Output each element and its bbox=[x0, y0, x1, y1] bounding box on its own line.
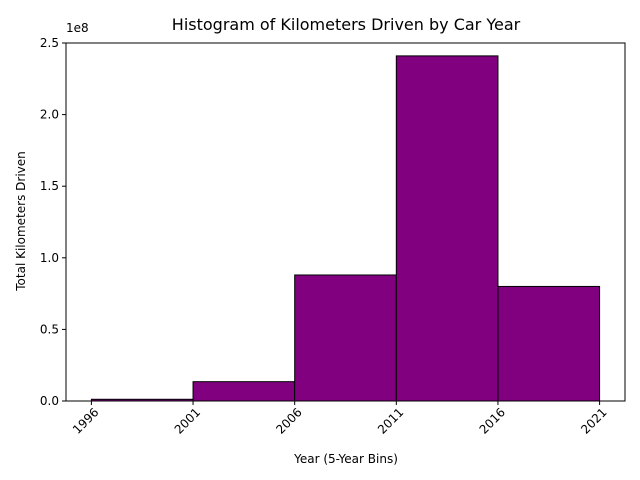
chart-title: Histogram of Kilometers Driven by Car Ye… bbox=[172, 15, 521, 34]
y-tick-label: 0.5 bbox=[40, 322, 59, 336]
x-tick-label: 1996 bbox=[70, 405, 101, 436]
bar-2011 bbox=[395, 55, 499, 402]
x-axis-label: Year (5-Year Bins) bbox=[293, 452, 398, 466]
bar-2001 bbox=[192, 381, 296, 402]
x-tick-label: 2021 bbox=[578, 405, 609, 436]
bar-2006 bbox=[294, 274, 397, 402]
bar-2016 bbox=[497, 285, 601, 402]
y-tick-label: 2.0 bbox=[40, 108, 59, 122]
x-tick-label: 2016 bbox=[477, 405, 508, 436]
x-tick-label: 2011 bbox=[375, 405, 406, 436]
x-tick-label: 2006 bbox=[273, 405, 304, 436]
x-tick-label: 2001 bbox=[172, 405, 203, 436]
y-tick-label: 1.0 bbox=[40, 251, 59, 265]
bars-group bbox=[90, 55, 601, 402]
y-axis-label: Total Kilometers Driven bbox=[14, 151, 28, 291]
y-tick-label: 0.0 bbox=[40, 394, 59, 408]
x-axis-ticks: 1996 2001 2006 2011 2016 2021 bbox=[70, 401, 610, 437]
y-tick-label: 2.5 bbox=[40, 36, 59, 50]
y-axis-ticks: 0.0 0.5 1.0 1.5 2.0 2.5 bbox=[40, 36, 66, 408]
plot-frame bbox=[65, 42, 626, 402]
y-tick-label: 1.5 bbox=[40, 179, 59, 193]
y-axis-offset-label: 1e8 bbox=[66, 21, 89, 35]
